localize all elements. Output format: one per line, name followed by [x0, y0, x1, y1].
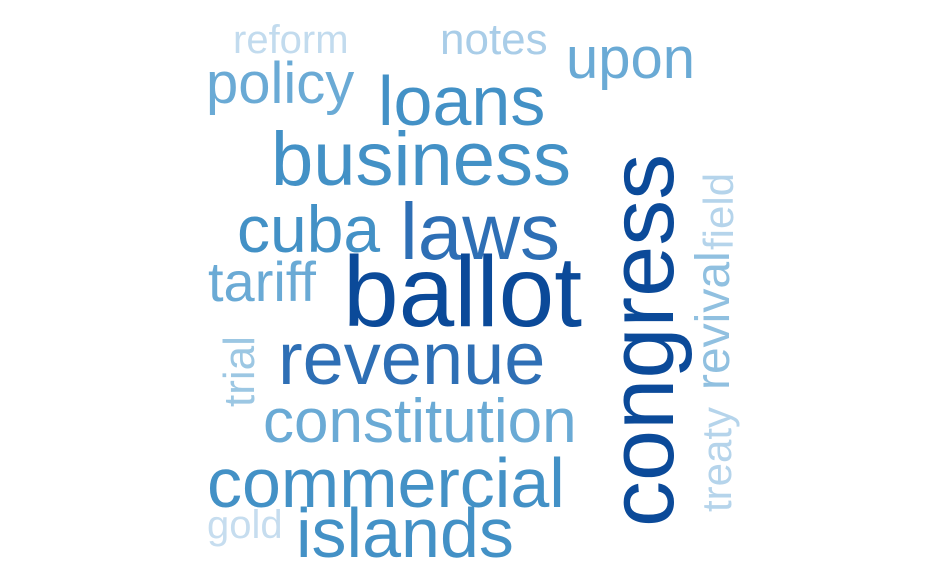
- word-islands: islands: [296, 494, 514, 572]
- word-cuba: cuba: [237, 192, 381, 266]
- word-laws: laws: [400, 187, 561, 276]
- word-commercial: commercial: [207, 444, 565, 522]
- word-constitution: constitution: [263, 387, 577, 456]
- word-revival: revival: [687, 251, 740, 390]
- word-revenue: revenue: [278, 317, 546, 400]
- word-notes: notes: [440, 15, 548, 64]
- word-reform: reform: [233, 18, 349, 62]
- word-ballot: ballot: [343, 236, 583, 348]
- word-congress: congress: [591, 153, 693, 527]
- word-gold: gold: [207, 503, 283, 547]
- word-policy: policy: [206, 51, 355, 116]
- word-treaty: treaty: [693, 406, 740, 512]
- word-field: field: [695, 172, 742, 250]
- word-loans: loans: [378, 62, 546, 140]
- word-upon: upon: [566, 26, 696, 91]
- word-tariff: tariff: [208, 250, 316, 313]
- word-trial: trial: [215, 336, 264, 407]
- word-business: business: [271, 117, 571, 202]
